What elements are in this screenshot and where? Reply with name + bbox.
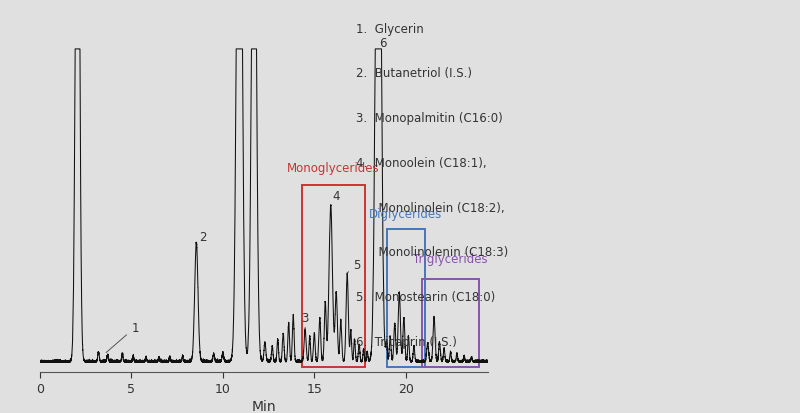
Text: Triglycerides: Triglycerides <box>414 252 488 266</box>
Text: 3: 3 <box>302 312 309 330</box>
Text: 4: 4 <box>333 190 340 203</box>
Text: 2.  Butanetriol (I.S.): 2. Butanetriol (I.S.) <box>356 67 472 80</box>
Bar <box>422 280 479 367</box>
Text: 5: 5 <box>347 259 361 273</box>
Text: 1.  Glycerin: 1. Glycerin <box>356 23 424 36</box>
Bar <box>386 230 425 367</box>
Text: 6.  Tricaprin (I.S.): 6. Tricaprin (I.S.) <box>356 335 457 348</box>
Text: Monoglycerides: Monoglycerides <box>287 162 380 175</box>
Text: Monolinolein (C18:2),: Monolinolein (C18:2), <box>356 201 505 214</box>
Text: 3.  Monopalmitin (C16:0): 3. Monopalmitin (C16:0) <box>356 112 502 125</box>
Text: 4.  Monoolein (C18:1),: 4. Monoolein (C18:1), <box>356 157 486 169</box>
Text: 1: 1 <box>106 321 139 353</box>
Text: 5.  Monostearin (C18:0): 5. Monostearin (C18:0) <box>356 290 495 303</box>
X-axis label: Min: Min <box>252 399 276 413</box>
Text: 6: 6 <box>379 37 387 50</box>
Text: Diglycerides: Diglycerides <box>369 207 442 220</box>
Text: 2: 2 <box>199 230 206 243</box>
Bar <box>302 186 365 367</box>
Text: Monolinolenin (C18:3): Monolinolenin (C18:3) <box>356 246 508 259</box>
